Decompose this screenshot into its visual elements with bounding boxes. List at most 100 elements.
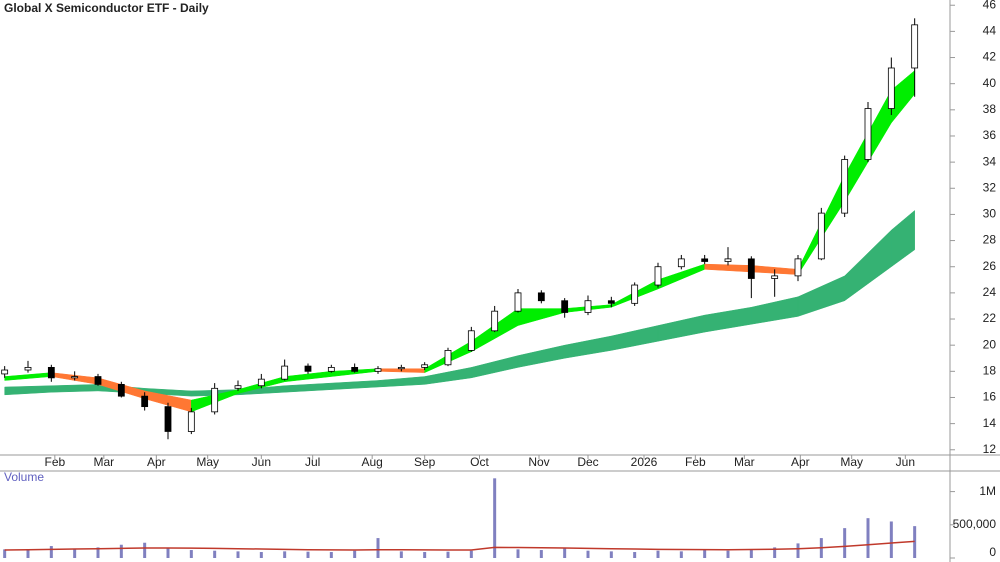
y-tick-label: 30 <box>983 207 997 221</box>
candle-body <box>491 310 499 332</box>
y-tick-label: 36 <box>983 128 997 142</box>
candle-body <box>117 383 125 397</box>
x-tick-label: 2026 <box>631 455 658 469</box>
candle-body <box>211 387 219 413</box>
volume-bar <box>633 552 637 558</box>
candle-body <box>1 369 9 375</box>
volume-bar <box>236 551 240 558</box>
y-tick-label: 26 <box>983 259 997 273</box>
ribbon-segment <box>891 209 915 268</box>
volume-bar <box>609 551 613 558</box>
volume-bar <box>493 478 497 558</box>
candle-body <box>94 376 102 385</box>
volume-bar <box>213 550 217 558</box>
volume-bar <box>283 551 287 558</box>
x-tick-label: Mar <box>734 455 755 469</box>
volume-bar <box>49 546 53 558</box>
candle-body <box>327 366 335 372</box>
candle-body <box>561 300 569 313</box>
y-tick-label: 34 <box>983 154 997 168</box>
candle-body <box>654 266 662 286</box>
x-tick-label: Apr <box>147 455 166 469</box>
candle-body <box>584 300 592 313</box>
volume-bar <box>539 550 543 558</box>
x-tick-label: Nov <box>528 455 549 469</box>
volume-bar <box>353 550 357 558</box>
candle-body <box>374 368 382 372</box>
candle-body <box>747 258 755 279</box>
volume-bar <box>866 518 870 558</box>
volume-bar <box>423 552 427 558</box>
volume-bar <box>306 551 310 558</box>
volume-bar <box>329 552 333 558</box>
candle-body <box>677 258 685 268</box>
volume-bar <box>73 548 77 558</box>
volume-bar <box>889 521 893 558</box>
volume-bar <box>3 549 7 558</box>
volume-bar <box>119 544 123 558</box>
candle-body <box>281 365 289 380</box>
y-tick-label: 20 <box>983 337 997 351</box>
x-tick-label: Aug <box>361 455 382 469</box>
x-tick-label: May <box>196 455 219 469</box>
volume-bar <box>166 548 170 558</box>
candle-body <box>841 159 849 214</box>
candle-body <box>187 411 195 432</box>
volume-bar <box>516 549 520 558</box>
y-tick-label: 38 <box>983 102 997 116</box>
panel-title: Volume <box>4 470 44 484</box>
ribbon-segment <box>51 384 99 393</box>
candle-body <box>817 212 825 260</box>
volume-bar <box>96 547 100 558</box>
candle-body <box>71 376 79 379</box>
volume-bar <box>446 551 450 558</box>
volume-bar <box>679 551 683 558</box>
candle-body <box>514 292 522 312</box>
x-tick-label: Feb <box>685 455 706 469</box>
x-tick-label: May <box>840 455 863 469</box>
candle-body <box>724 258 732 262</box>
y-tick-label: 14 <box>983 416 997 430</box>
volume-bar <box>469 550 473 558</box>
candle-body <box>141 395 149 408</box>
x-tick-label: Apr <box>791 455 810 469</box>
x-tick-label: Sep <box>414 455 436 469</box>
volume-bar <box>726 550 730 558</box>
volume-bar <box>656 550 660 558</box>
candle-body <box>887 67 895 109</box>
chart-title: Global X Semiconductor ETF - Daily <box>4 1 209 15</box>
candle-body <box>234 385 242 389</box>
volume-bar <box>399 551 403 558</box>
candle-body <box>397 366 405 370</box>
volume-bar <box>796 543 800 558</box>
candle-body <box>864 108 872 160</box>
candle-body <box>911 24 919 69</box>
y-tick-label: 16 <box>983 390 997 404</box>
y-tick-label: 24 <box>983 285 997 299</box>
y-tick-label: 500,000 <box>953 517 997 531</box>
x-tick-label: Feb <box>44 455 65 469</box>
y-tick-label: 40 <box>983 76 997 90</box>
volume-bar <box>189 550 193 558</box>
candle-body <box>304 365 312 372</box>
candle-body <box>631 284 639 304</box>
y-tick-label: 32 <box>983 180 997 194</box>
candle-body <box>351 366 359 372</box>
y-tick-label: 28 <box>983 233 997 247</box>
volume-bar <box>26 550 30 558</box>
x-tick-label: Jul <box>305 455 320 469</box>
volume-bar <box>843 528 847 558</box>
volume-bar <box>563 548 567 558</box>
volume-bar <box>773 547 777 558</box>
x-tick-label: Jun <box>896 455 915 469</box>
y-tick-label: 0 <box>989 545 996 559</box>
candle-body <box>794 258 802 277</box>
y-tick-label: 42 <box>983 50 997 64</box>
volume-bar <box>749 549 753 558</box>
volume-bar <box>143 542 147 558</box>
candle-body <box>164 406 172 432</box>
volume-bar <box>376 538 380 558</box>
candle-body <box>24 366 32 371</box>
candle-body <box>771 275 779 279</box>
